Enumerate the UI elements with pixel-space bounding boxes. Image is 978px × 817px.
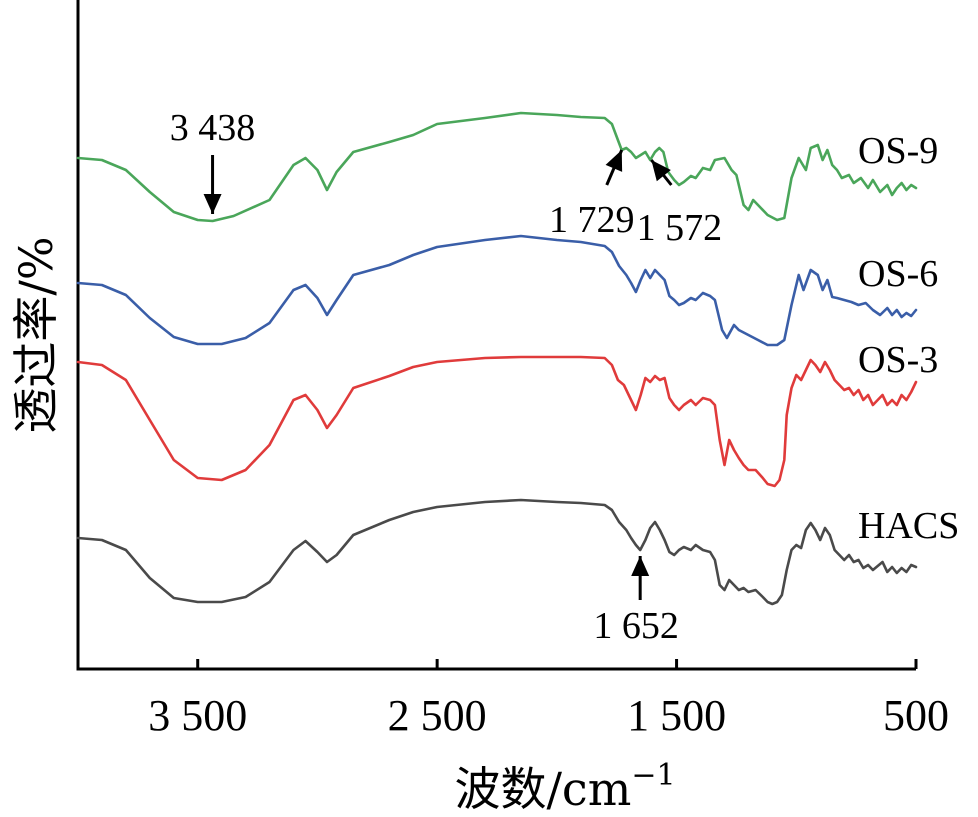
series-label-os-3: OS-3 — [858, 339, 938, 381]
x-axis-title: 波数/cm−1 — [454, 758, 675, 816]
x-tick-label: 3 500 — [148, 691, 247, 740]
series-labels: OS-9 OS-6 OS-3 HACS — [858, 130, 959, 547]
x-axis-title-superscript: −1 — [631, 758, 675, 793]
axes — [76, 0, 916, 671]
series-label-os-9: OS-9 — [858, 130, 938, 172]
x-tick-label: 2 500 — [388, 691, 487, 740]
series-line-os-9 — [76, 111, 918, 223]
series-layer — [76, 111, 918, 606]
annotation-label: 1 652 — [593, 605, 679, 647]
annotation-arrow-head — [203, 194, 222, 214]
annotation-label: 1 729 — [549, 199, 635, 241]
series-line-hacs — [76, 498, 918, 606]
annotations: 3 438 1 729 1 572 1 652 — [170, 107, 722, 647]
x-axis-title-main: 波数/cm — [454, 762, 631, 816]
annotation-label: 1 572 — [637, 207, 723, 249]
annotation-arrow-head — [605, 150, 623, 172]
annotation-label: 3 438 — [170, 107, 256, 149]
y-axis-title: 透过率/% — [9, 236, 63, 433]
x-ticks: 3 500 2 500 1 500 500 — [148, 659, 949, 740]
series-label-hacs: HACS — [858, 505, 959, 547]
series-label-os-6: OS-6 — [858, 253, 938, 295]
annotation-arrow-head — [631, 556, 650, 576]
series-line-os-3 — [76, 355, 918, 488]
x-tick-label: 1 500 — [627, 691, 726, 740]
annotation-arrow-head — [651, 160, 671, 182]
x-tick-label: 500 — [883, 691, 949, 740]
series-line-os-6 — [76, 234, 918, 347]
